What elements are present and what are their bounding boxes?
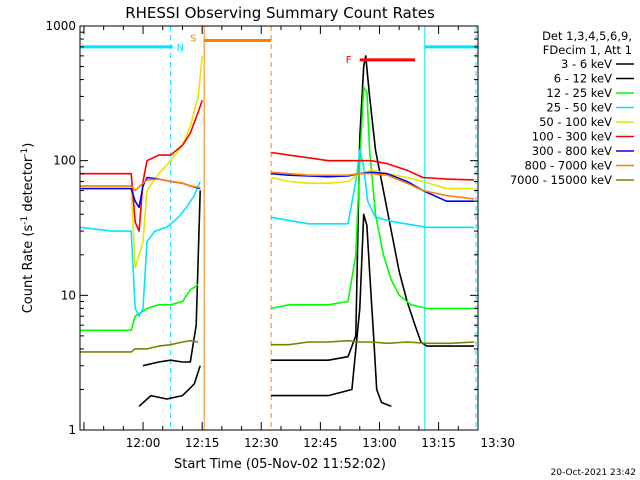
flag-label: S [190,34,196,45]
series-line-4-0 [80,55,203,269]
legend-entry-label: 300 - 800 keV [532,144,612,158]
timestamp: 20-Oct-2021 23:42 [551,468,636,478]
chart-title: RHESSI Observing Summary Count Rates [125,4,435,22]
legend-entry-label: 3 - 6 keV [561,57,612,71]
x-tick-label: 12:30 [244,436,279,450]
series-line-1-1 [271,55,475,362]
series-line-7-0 [80,178,201,192]
series-line-1-0 [142,190,201,367]
series-line-0-0 [138,365,201,407]
x-tick-label: 13:30 [480,436,515,450]
flag-label: F [346,55,352,66]
series-line-0-1 [271,213,392,408]
legend-entry-label: 50 - 100 keV [539,115,612,129]
legend-entry-label: 12 - 25 keV [546,86,612,100]
y-tick-label: 100 [53,154,76,168]
series-line-8-1 [271,339,475,346]
series-line-5-0 [80,100,203,232]
legend: Det 1,3,4,5,6,9,FDecim 1, Att 13 - 6 keV… [510,29,634,187]
series-line-6-0 [80,176,201,209]
series-line-7-1 [271,171,475,200]
legend-entry-label: 6 - 12 keV [554,72,612,86]
series-line-2-0 [80,284,199,332]
legend-entry-label: 25 - 50 keV [546,101,612,115]
plot-area: NS F [80,26,478,430]
plot-frame [79,25,479,431]
y-axis-label: Count Rate (s-1 detector-1) [20,143,36,314]
y-tick-label: 1 [68,423,76,437]
y-tick-label: 1000 [45,19,76,33]
series-line-5-1 [270,151,475,181]
series-line-3-0 [80,181,201,318]
x-tick-label: 12:45 [303,436,338,450]
x-tick-label: 12:15 [185,436,220,450]
legend-header: FDecim 1, Att 1 [543,43,632,57]
x-axis-label: Start Time (05-Nov-02 11:52:02) [174,457,386,472]
legend-entry-label: 7000 - 15000 keV [510,173,612,187]
series-line-3-1 [270,149,475,229]
flag-label: N [177,43,184,54]
series-line-2-1 [270,86,475,310]
series-line-8-0 [80,339,199,353]
x-tick-label: 13:15 [421,436,456,450]
series-line-4-1 [270,169,475,190]
legend-entry-label: 800 - 7000 keV [524,159,612,173]
x-tick-label: 13:00 [362,436,397,450]
x-tick-label: 12:00 [126,436,161,450]
axes: 1 10 100 1000 12:00 12:15 12:30 12:45 13:00 13:15… [45,19,515,450]
y-tick-label: 10 [61,288,76,302]
legend-entry-label: 100 - 300 keV [532,130,612,144]
legend-header: Det 1,3,4,5,6,9, [542,29,632,43]
